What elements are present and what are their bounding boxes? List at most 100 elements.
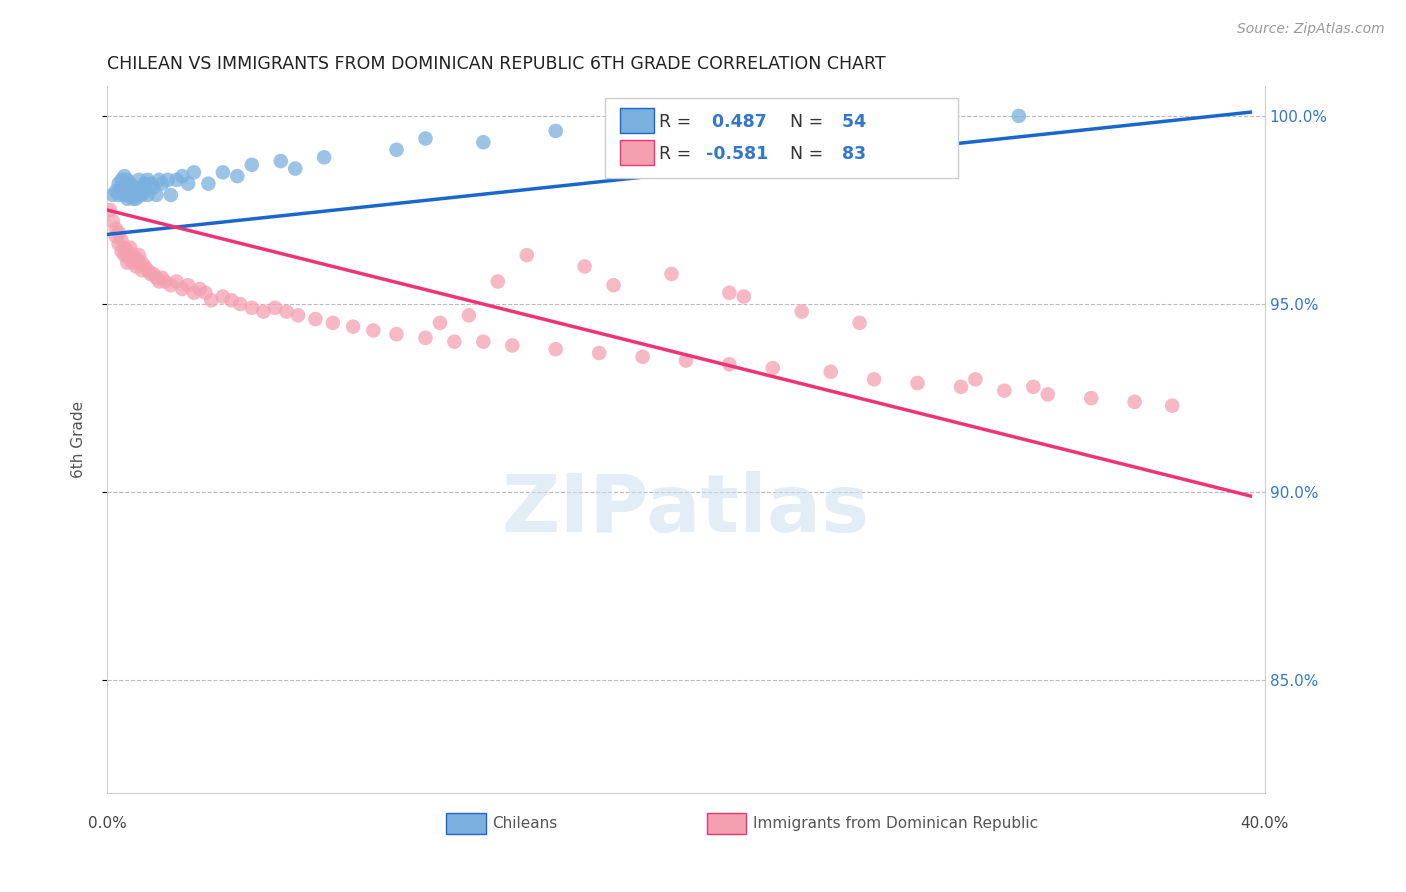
Point <box>197 177 219 191</box>
FancyBboxPatch shape <box>605 98 957 178</box>
Point <box>183 285 205 300</box>
Point <box>661 135 683 149</box>
Point <box>117 244 139 259</box>
Point <box>159 278 181 293</box>
Point <box>907 376 929 390</box>
Point <box>965 372 987 386</box>
Point <box>588 346 610 360</box>
Point <box>501 338 523 352</box>
Text: ZIPatlas: ZIPatlas <box>502 471 870 549</box>
Point <box>131 255 153 269</box>
Point <box>125 184 148 198</box>
Point <box>457 309 479 323</box>
Point <box>264 301 287 315</box>
Point <box>194 285 217 300</box>
Point <box>1036 387 1059 401</box>
Point <box>120 177 142 191</box>
Point <box>322 316 344 330</box>
Point <box>114 241 136 255</box>
Text: CHILEAN VS IMMIGRANTS FROM DOMINICAN REPUBLIC 6TH GRADE CORRELATION CHART: CHILEAN VS IMMIGRANTS FROM DOMINICAN REP… <box>107 55 886 73</box>
Point <box>848 316 870 330</box>
FancyBboxPatch shape <box>707 814 747 834</box>
Point <box>131 188 153 202</box>
Point <box>183 165 205 179</box>
FancyBboxPatch shape <box>446 814 485 834</box>
Point <box>110 244 132 259</box>
Point <box>136 173 159 187</box>
Point <box>544 124 567 138</box>
Point <box>516 248 538 262</box>
Point <box>240 301 263 315</box>
Point <box>342 319 364 334</box>
Point <box>790 304 813 318</box>
Point <box>122 255 145 269</box>
Point <box>104 229 127 244</box>
Point <box>544 342 567 356</box>
Point <box>134 184 156 198</box>
Point <box>125 192 148 206</box>
Text: 0.0%: 0.0% <box>87 816 127 830</box>
Text: R =: R = <box>659 113 692 131</box>
Point <box>122 180 145 194</box>
Point <box>733 289 755 303</box>
Point <box>252 304 274 318</box>
Point <box>125 252 148 266</box>
Point <box>150 270 173 285</box>
Text: -0.581: -0.581 <box>706 145 768 162</box>
Point <box>385 143 408 157</box>
Point <box>200 293 222 308</box>
Point <box>188 282 211 296</box>
Text: N =: N = <box>790 145 824 162</box>
Point <box>110 173 132 187</box>
Point <box>107 188 129 202</box>
Point <box>385 327 408 342</box>
Point <box>145 270 167 285</box>
Point <box>1022 380 1045 394</box>
Point <box>128 248 150 262</box>
Point <box>166 275 188 289</box>
Point <box>429 316 451 330</box>
Point <box>114 188 136 202</box>
Point <box>131 184 153 198</box>
Point <box>136 188 159 202</box>
Point <box>276 304 298 318</box>
Point <box>107 236 129 251</box>
Point <box>177 177 200 191</box>
Point <box>415 131 437 145</box>
Point <box>122 248 145 262</box>
Point <box>104 184 127 198</box>
Point <box>139 177 162 191</box>
Point <box>415 331 437 345</box>
Point <box>114 184 136 198</box>
Point <box>114 248 136 262</box>
Point <box>98 202 121 217</box>
Point <box>128 173 150 187</box>
Point <box>101 188 124 202</box>
Point <box>120 184 142 198</box>
Point <box>240 158 263 172</box>
Point <box>229 297 252 311</box>
Point <box>574 260 596 274</box>
Point <box>131 180 153 194</box>
Y-axis label: 6th Grade: 6th Grade <box>72 401 86 478</box>
Point <box>110 180 132 194</box>
Point <box>125 260 148 274</box>
Point <box>287 309 309 323</box>
Point <box>120 241 142 255</box>
Text: 0.487: 0.487 <box>706 113 766 131</box>
Point <box>172 282 194 296</box>
Point <box>107 177 129 191</box>
Point <box>117 180 139 194</box>
Point <box>443 334 465 349</box>
Point <box>363 323 385 337</box>
Text: R =: R = <box>659 145 692 162</box>
Point <box>142 180 165 194</box>
Point <box>226 169 249 183</box>
Point <box>314 150 336 164</box>
Point <box>104 222 127 236</box>
Point <box>142 267 165 281</box>
Point <box>122 188 145 202</box>
Point <box>863 372 886 386</box>
Point <box>472 135 495 149</box>
Point <box>631 350 654 364</box>
